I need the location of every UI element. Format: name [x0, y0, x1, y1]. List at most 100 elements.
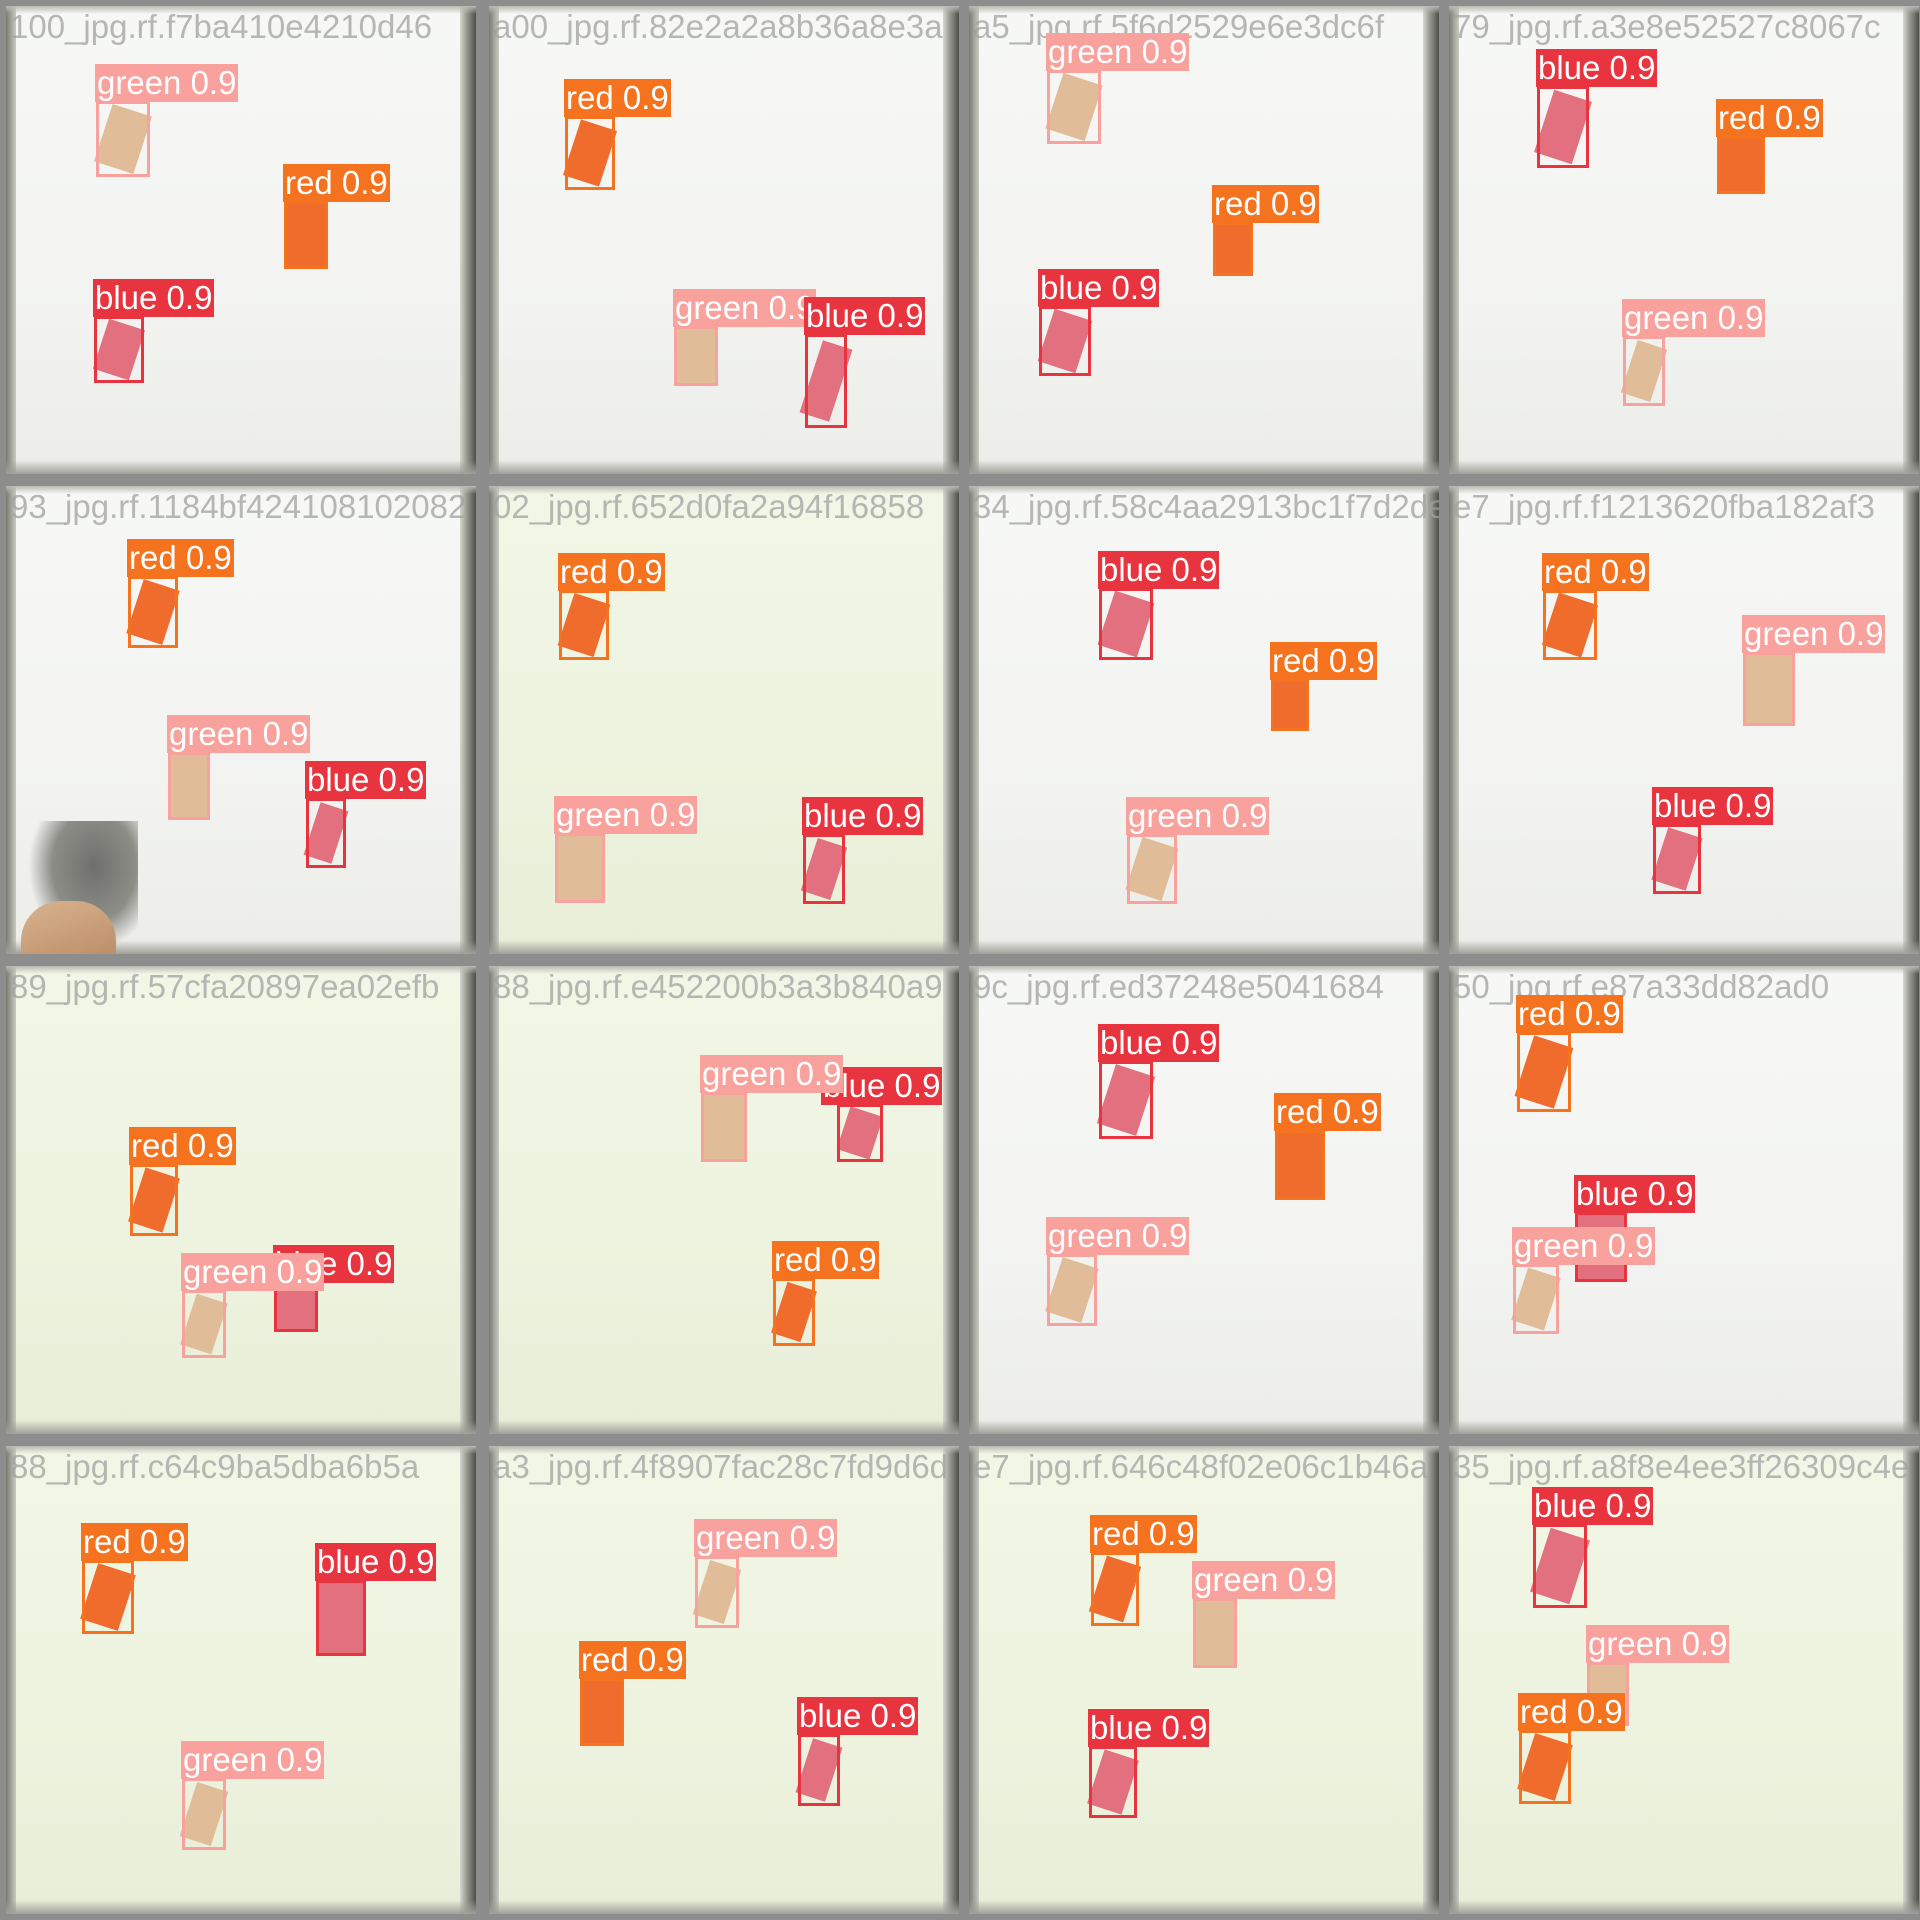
bounding-box-red: [773, 1278, 815, 1346]
board-edge: [1903, 966, 1919, 1434]
tile-filename: 50_jpg.rf.e87a33dd82ad0: [1453, 968, 1830, 1005]
detection-label-blue: blue 0.9: [1088, 1709, 1210, 1747]
board-edge: [460, 6, 476, 474]
bounding-box-red: [1543, 590, 1597, 660]
tile-filename: 88_jpg.rf.c64c9ba5dba6b5a: [10, 1448, 420, 1485]
bounding-box-blue: [803, 834, 845, 904]
detection-label-green: green 0.9: [95, 64, 239, 102]
image-tile: a3_jpg.rf.4f8907fac28c7fd9d6d green 0.9 re…: [489, 1446, 959, 1914]
detection-label-green: green 0.9: [1512, 1227, 1656, 1265]
board-edge: [1423, 1446, 1439, 1914]
image-tile: e7_jpg.rf.f1213620fba182af3 red 0.9 green …: [1449, 486, 1919, 954]
detection-label-blue: blue 0.9: [305, 761, 427, 799]
bounding-box-red: [1275, 1130, 1325, 1200]
detection-label-red: red 0.9: [564, 79, 671, 117]
board-edge: [1449, 1420, 1919, 1434]
board-edge: [6, 460, 476, 474]
detection-label-red: red 0.9: [1274, 1093, 1381, 1131]
bounding-box-green: [695, 1556, 739, 1628]
board-edge: [1903, 1446, 1919, 1914]
image-tile: 35_jpg.rf.a8f8e4ee3ff26309c4e blue 0.9 gre…: [1449, 1446, 1919, 1914]
board-edge: [6, 966, 476, 974]
board-edge: [969, 1446, 1439, 1454]
image-tile: e7_jpg.rf.646c48f02e06c1b46a red 0.9 green…: [969, 1446, 1439, 1914]
bounding-box-blue: [1039, 306, 1091, 376]
bounding-box-green: [168, 752, 210, 820]
board-edge: [1449, 6, 1919, 14]
detection-label-blue: blue 0.9: [797, 1697, 919, 1735]
tile-filename: a00_jpg.rf.82e2a2a8b36a8e3a: [493, 8, 943, 45]
bounding-box-green: [182, 1778, 226, 1850]
board-edge: [6, 1420, 476, 1434]
green-cube: [704, 1095, 744, 1159]
detection-label-green: green 0.9: [1126, 797, 1270, 835]
board-edge: [6, 6, 16, 474]
board-edge: [489, 486, 959, 494]
bounding-box-blue: [1653, 824, 1701, 894]
board-edge: [1449, 1446, 1919, 1454]
board-edge: [1423, 486, 1439, 954]
bounding-box-red: [128, 576, 178, 648]
bounding-box-red: [1091, 1552, 1139, 1626]
image-tile: a00_jpg.rf.82e2a2a8b36a8e3a red 0.9 green …: [489, 6, 959, 474]
tile-filename: 88_jpg.rf.e452200b3a3b840a9: [493, 968, 943, 1005]
red-cube: [1278, 1133, 1322, 1197]
image-tile: a5_jpg.rf.5f6d2529e6e3dc6f green 0.9 red 0…: [969, 6, 1439, 474]
detection-label-blue: blue 0.9: [802, 797, 924, 835]
board-edge: [1423, 6, 1439, 474]
image-tile: 88_jpg.rf.e452200b3a3b840a9 blue 0.9 green…: [489, 966, 959, 1434]
detection-label-red: red 0.9: [1212, 185, 1319, 223]
bounding-box-green: [1623, 336, 1665, 406]
board-edge: [1449, 6, 1459, 474]
board-edge: [1903, 486, 1919, 954]
hand: [21, 901, 116, 954]
board-edge: [1423, 966, 1439, 1434]
board-edge: [943, 486, 959, 954]
image-tile: 9c_jpg.rf.ed37248e5041684 blue 0.9 red 0.9…: [969, 966, 1439, 1434]
board-edge: [460, 486, 476, 954]
bounding-box-red: [130, 1164, 178, 1236]
board-edge: [489, 940, 959, 954]
tile-filename: 34_jpg.rf.58c4aa2913bc1f7d2de: [973, 488, 1439, 525]
image-tile: 34_jpg.rf.58c4aa2913bc1f7d2de blue 0.9 red…: [969, 486, 1439, 954]
image-tile: 89_jpg.rf.57cfa20897ea02efb red 0.9 blue 0…: [6, 966, 476, 1434]
board-edge: [969, 1446, 979, 1914]
bounding-box-red: [82, 1560, 134, 1634]
board-edge: [1449, 940, 1919, 954]
detection-label-red: red 0.9: [1518, 1693, 1625, 1731]
board-edge: [489, 966, 959, 974]
board-edge: [969, 486, 979, 954]
bounding-box-green: [1513, 1264, 1559, 1334]
board-edge: [489, 1900, 959, 1914]
bounding-box-green: [1047, 1254, 1097, 1326]
board-edge: [489, 1446, 499, 1914]
detection-label-blue: blue 0.9: [1536, 49, 1658, 87]
detection-label-red: red 0.9: [127, 539, 234, 577]
image-tile: 79_jpg.rf.a3e8e52527c8067c blue 0.9 red 0.…: [1449, 6, 1919, 474]
image-tile: 50_jpg.rf.e87a33dd82ad0 red 0.9 blue 0.9 gr…: [1449, 966, 1919, 1434]
board-edge: [969, 460, 1439, 474]
board-edge: [1449, 966, 1459, 1434]
tile-filename: 9c_jpg.rf.ed37248e5041684: [973, 968, 1385, 1005]
detection-label-blue: blue 0.9: [1098, 551, 1220, 589]
board-edge: [489, 6, 499, 474]
board-edge: [1449, 486, 1459, 954]
bounding-box-blue: [798, 1734, 840, 1806]
tile-filename: a3_jpg.rf.4f8907fac28c7fd9d6d: [493, 1448, 949, 1485]
green-cube: [1746, 655, 1792, 723]
red-cube: [287, 204, 325, 266]
bounding-box-green: [1127, 834, 1177, 904]
image-tile: 93_jpg.rf.1184bf424108102082 red 0.9 green…: [6, 486, 476, 954]
bounding-box-blue: [1099, 588, 1153, 660]
image-tile: 02_jpg.rf.652d0fa2a94f16858 red 0.9 green …: [489, 486, 959, 954]
detection-label-red: red 0.9: [1542, 553, 1649, 591]
red-cube: [1274, 682, 1306, 728]
detection-label-green: green 0.9: [554, 796, 698, 834]
tile-filename: 100_jpg.rf.f7ba410e4210d46: [10, 8, 433, 45]
detection-label-red: red 0.9: [558, 553, 665, 591]
green-cube: [171, 755, 207, 817]
detection-label-red: red 0.9: [1090, 1515, 1197, 1553]
tile-filename: e7_jpg.rf.646c48f02e06c1b46a: [973, 1448, 1429, 1485]
board-edge: [969, 1900, 1439, 1914]
bounding-box-red: [580, 1678, 624, 1746]
